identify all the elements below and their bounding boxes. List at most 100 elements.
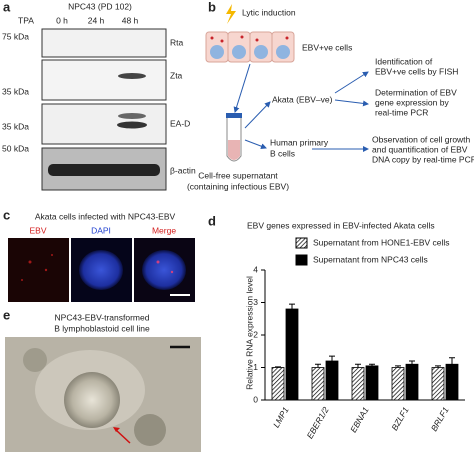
protein: EA-D [170, 118, 190, 128]
panel-title: Akata cells infected with NPC43-EBV [35, 211, 176, 221]
x-tick-label: EBER1/2 [305, 405, 331, 441]
bar [311, 367, 325, 401]
bar [391, 367, 405, 401]
panel-title: B lymphoblastoid cell line [54, 323, 150, 333]
y-tick-label: 1 [253, 362, 258, 372]
timepoint: 24 h [88, 15, 105, 25]
x-tick-label: BZLF1 [389, 405, 411, 432]
blot [41, 103, 167, 145]
y-tick-label: 3 [253, 297, 258, 307]
error-bar [329, 355, 335, 361]
error-bar [355, 363, 361, 368]
micrograph [8, 238, 69, 302]
panel-letter: e [3, 307, 10, 322]
target: Human primary [270, 137, 329, 147]
error-bar [369, 363, 375, 366]
cell-line: NPC43 (PD 102) [68, 1, 132, 11]
tube-cap [226, 113, 242, 118]
induction: Lytic induction [242, 7, 296, 17]
outcome: Observation of cell growth [372, 134, 471, 144]
marker: 35 kDa [2, 121, 29, 131]
panel-a: a NPC43 (PD 102) TPA 0 h 24 h 48 h 75 kD… [2, 0, 196, 191]
timepoint: 0 h [56, 15, 68, 25]
panel-letter: c [3, 207, 10, 222]
protein: β-actin [170, 165, 196, 175]
outcome: real-time PCR [375, 107, 428, 117]
band [117, 121, 147, 129]
error-bar [409, 360, 415, 365]
panel-d: d EBV genes expressed in EBV-infected Ak… [208, 213, 465, 440]
chart-title: EBV genes expressed in EBV-infected Akat… [247, 220, 435, 230]
cell-cluster [134, 414, 166, 446]
bar [285, 308, 299, 401]
marker: 75 kDa [2, 31, 29, 41]
arrow [244, 101, 271, 129]
tube-liquid [228, 140, 240, 160]
pointer-arrow [115, 429, 131, 444]
outcome: and quantification of EBV [372, 144, 468, 154]
pointer-arrow-head [113, 427, 120, 432]
y-axis-label: Relative RNA expression level [244, 276, 254, 390]
cells-label: EBV+ve cells [302, 42, 352, 52]
y-tick-label: 2 [253, 329, 258, 339]
bar [351, 367, 365, 401]
protein: Rta [170, 37, 184, 47]
error-bar [275, 366, 281, 368]
supernatant: (containing infectious EBV) [187, 181, 289, 191]
bar [431, 367, 445, 401]
bar [271, 367, 285, 401]
outcome: DNA copy by real-time PCR [372, 154, 474, 164]
timepoint: 48 h [122, 15, 139, 25]
panel-b: b Lytic induction EBV+ve cells Cell-free… [187, 0, 474, 191]
error-bar [289, 303, 295, 309]
legend-swatch [295, 254, 308, 266]
outcome: gene expression by [375, 97, 449, 107]
arrow [244, 139, 267, 150]
legend-label: Supernatant from HONE1-EBV cells [313, 237, 450, 247]
panel-e: e NPC43-EBV-transformed B lymphoblastoid… [3, 307, 201, 452]
treatment: TPA [18, 15, 34, 25]
bar [365, 365, 379, 401]
y-tick-label: 0 [253, 394, 258, 404]
bar [445, 363, 459, 401]
outcome: EBV+ve cells by FISH [375, 66, 458, 76]
bar [405, 363, 419, 401]
panel-letter: b [208, 0, 216, 14]
nucleus [142, 250, 186, 290]
target: Akata (EBV–ve) [272, 94, 333, 104]
arrow [334, 99, 369, 107]
outcome: Identification of [375, 56, 433, 66]
panel-title: NPC43-EBV-transformed [55, 312, 150, 322]
band [118, 73, 146, 79]
marker: 50 kDa [2, 143, 29, 153]
error-bar [395, 365, 401, 368]
blot [41, 59, 167, 101]
arrow [233, 63, 251, 113]
x-tick-label: EBNA1 [348, 405, 371, 434]
y-tick-label: 4 [253, 264, 258, 274]
outcome: Determination of EBV [375, 87, 457, 97]
protein: Zta [170, 70, 183, 80]
lightning [226, 4, 236, 24]
bar [325, 360, 339, 401]
legend-swatch [295, 237, 308, 249]
channel: Merge [152, 225, 176, 235]
channel: EBV [29, 225, 46, 235]
blot [41, 28, 167, 58]
channel: DAPI [91, 225, 111, 235]
error-bar [449, 357, 455, 365]
x-tick-label: LMP1 [271, 405, 291, 429]
nucleus [79, 250, 123, 290]
supernatant: Cell-free supernatant [198, 170, 278, 180]
legend-label: Supernatant from NPC43 cells [313, 254, 428, 264]
panel-letter: d [208, 213, 216, 228]
arrow [334, 71, 369, 94]
marker: 35 kDa [2, 86, 29, 96]
error-bar [315, 363, 321, 368]
x-tick-label: BRLF1 [429, 405, 451, 433]
band [48, 164, 160, 176]
cell-cluster [64, 372, 120, 428]
panel-c: c Akata cells infected with NPC43-EBV EB… [3, 207, 195, 302]
error-bar [435, 365, 441, 368]
